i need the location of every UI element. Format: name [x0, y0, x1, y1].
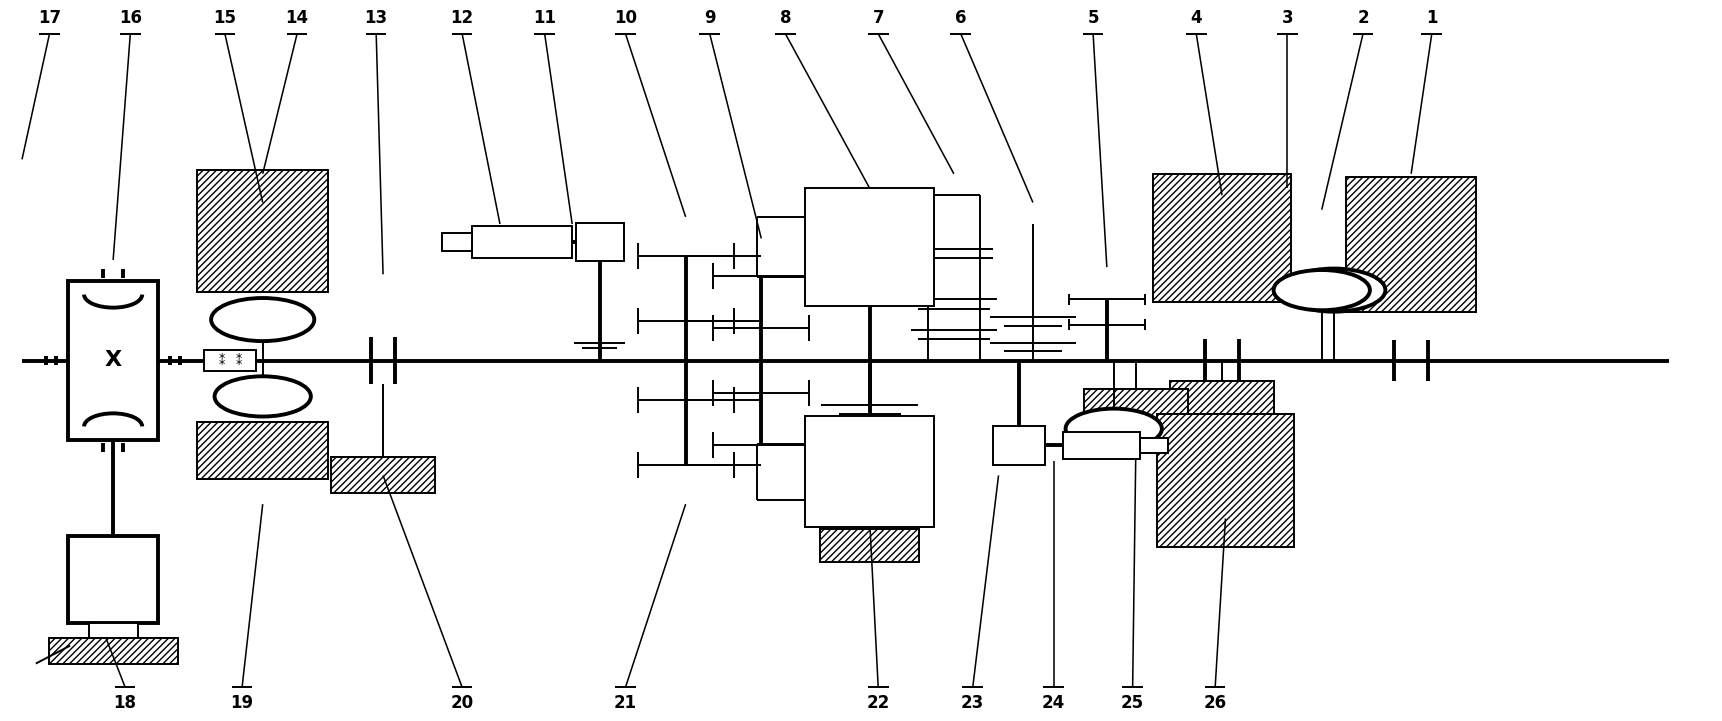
Circle shape [212, 298, 315, 341]
Bar [198, 422, 329, 479]
Text: 6: 6 [956, 9, 966, 27]
Bar [205, 350, 257, 371]
Text: 4: 4 [1190, 9, 1202, 27]
Bar [820, 529, 920, 562]
Text: 21: 21 [615, 694, 637, 712]
Bar [48, 639, 177, 663]
Text: 22: 22 [866, 694, 890, 712]
Text: 24: 24 [1042, 694, 1066, 712]
Text: 8: 8 [780, 9, 790, 27]
Text: 10: 10 [615, 9, 637, 27]
Bar [806, 187, 933, 306]
Bar [806, 416, 933, 528]
Circle shape [1283, 268, 1386, 311]
Text: 7: 7 [873, 9, 883, 27]
Text: 14: 14 [286, 9, 308, 27]
Bar [69, 536, 158, 623]
Bar [1154, 174, 1292, 301]
Bar [331, 457, 434, 493]
Text: 20: 20 [451, 694, 474, 712]
Text: 13: 13 [365, 9, 387, 27]
Bar [1171, 381, 1274, 415]
Text: 9: 9 [704, 9, 716, 27]
Text: 1: 1 [1426, 9, 1438, 27]
Text: *: * [219, 352, 224, 365]
Bar [198, 170, 329, 292]
Text: 5: 5 [1087, 9, 1099, 27]
Text: 19: 19 [231, 694, 253, 712]
Text: 23: 23 [961, 694, 985, 712]
Bar [1157, 415, 1295, 547]
Bar [441, 234, 472, 251]
Text: X: X [105, 350, 122, 371]
Text: 15: 15 [214, 9, 236, 27]
Bar [69, 281, 158, 440]
Text: 12: 12 [451, 9, 474, 27]
Bar [994, 426, 1045, 464]
Bar [472, 226, 572, 258]
Text: *: * [219, 358, 224, 371]
Bar [575, 224, 623, 261]
Text: *: * [236, 358, 241, 371]
Bar [1347, 177, 1476, 311]
Circle shape [1274, 270, 1371, 310]
Text: 3: 3 [1281, 9, 1293, 27]
Text: 26: 26 [1204, 694, 1226, 712]
Bar [88, 623, 138, 639]
Text: 25: 25 [1121, 694, 1143, 712]
Bar [1140, 438, 1168, 453]
Circle shape [215, 376, 312, 417]
Circle shape [1066, 409, 1162, 449]
Text: *: * [236, 352, 241, 365]
Text: 17: 17 [38, 9, 60, 27]
Text: 2: 2 [1357, 9, 1369, 27]
Text: 11: 11 [534, 9, 556, 27]
Text: 16: 16 [119, 9, 141, 27]
Bar [1062, 432, 1140, 459]
Bar [1085, 389, 1188, 425]
Text: 18: 18 [114, 694, 136, 712]
